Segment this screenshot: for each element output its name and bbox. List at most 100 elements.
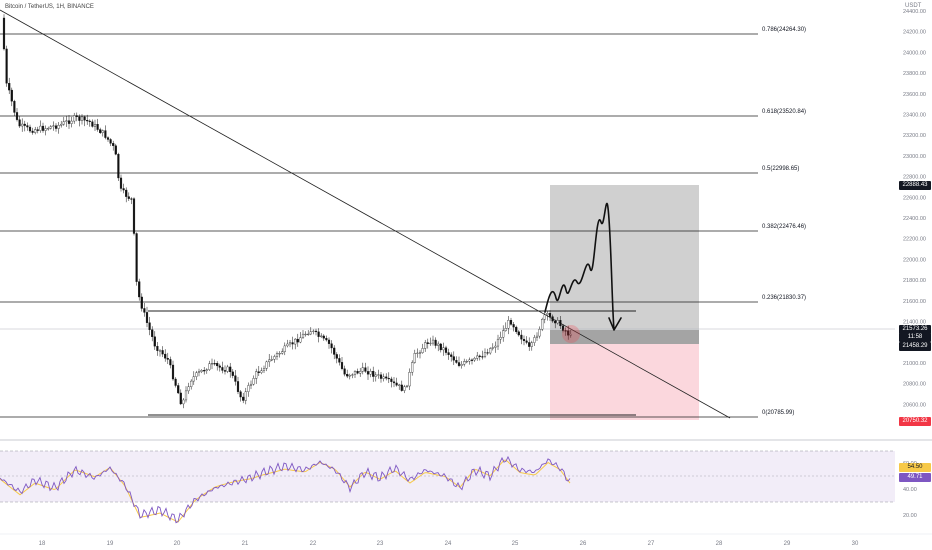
- candle-body: [520, 334, 523, 340]
- time-label: 28: [716, 541, 723, 547]
- candle-body: [187, 386, 190, 392]
- candle-body: [551, 316, 554, 322]
- candle-body: [8, 83, 11, 91]
- candle-body: [460, 364, 463, 366]
- candle-body: [499, 337, 502, 340]
- candle-body: [216, 363, 219, 367]
- candle-body: [138, 281, 141, 298]
- candle-body: [23, 123, 26, 126]
- candle-body: [67, 120, 71, 124]
- candle-body: [379, 374, 383, 379]
- position-profit-zone[interactable]: [550, 185, 699, 330]
- candle-body: [268, 359, 271, 363]
- trend-line[interactable]: [0, 9, 731, 419]
- candle-body: [213, 363, 216, 365]
- candle-body: [374, 374, 377, 377]
- candle-body: [96, 124, 99, 130]
- candle-body: [239, 391, 242, 398]
- candle-body: [426, 342, 429, 344]
- candle-body: [247, 385, 250, 392]
- candle-body: [429, 342, 432, 345]
- countdown-tag: 11:58: [899, 333, 931, 342]
- candle-body: [208, 363, 211, 370]
- candle-body: [543, 314, 546, 320]
- candle-body: [13, 101, 16, 113]
- candle-body: [335, 354, 338, 359]
- time-label: 18: [39, 541, 46, 547]
- candle-body: [18, 119, 21, 127]
- candle-body: [226, 366, 229, 372]
- candle-body: [343, 368, 346, 375]
- price-tick: 23200.00: [903, 133, 926, 139]
- candle-body: [395, 382, 398, 386]
- candle-body: [416, 352, 419, 354]
- candle-body: [36, 129, 39, 131]
- candle-body: [353, 371, 357, 375]
- candle-body: [364, 367, 367, 372]
- time-label: 25: [512, 541, 519, 547]
- highlight-circle[interactable]: [562, 325, 580, 343]
- fib-label-0236: 0.236(21830.37): [762, 295, 806, 301]
- candle-body: [203, 370, 206, 372]
- candle-body: [548, 313, 552, 317]
- fib-lines[interactable]: [0, 33, 758, 418]
- price-axis[interactable]: 24400.00 24200.00 24000.00 23800.00 23600.00…: [903, 9, 926, 408]
- candle-body: [504, 328, 507, 331]
- candle-body: [99, 129, 102, 133]
- candle-body: [567, 330, 570, 336]
- candle-body: [489, 348, 492, 354]
- candle-body: [169, 359, 172, 366]
- candle-body: [80, 116, 84, 121]
- candle-body: [273, 356, 276, 360]
- candle-body: [291, 342, 294, 345]
- candle-body: [561, 325, 565, 331]
- candle-body: [249, 383, 253, 386]
- stop-price-tag: 20750.32: [899, 417, 931, 426]
- candle-body: [465, 361, 468, 363]
- candle-body: [229, 366, 232, 373]
- candle-body: [91, 121, 94, 127]
- candle-body: [408, 372, 411, 387]
- candle-body: [535, 335, 539, 338]
- candle-body: [5, 48, 8, 84]
- candle-body: [135, 233, 138, 282]
- price-tick: 23800.00: [903, 71, 926, 77]
- candle-body: [117, 154, 120, 179]
- candle-body: [54, 125, 58, 129]
- position-entry-zone[interactable]: [550, 330, 699, 344]
- candlesticks[interactable]: [2, 14, 572, 409]
- candle-body: [517, 331, 520, 336]
- candle-body: [205, 369, 208, 371]
- candle-body: [359, 371, 362, 374]
- candle-body: [494, 345, 497, 348]
- time-label: 20: [174, 541, 181, 547]
- time-label: 23: [377, 541, 384, 547]
- price-tick: 22400.00: [903, 216, 926, 222]
- candle-body: [151, 329, 154, 337]
- candle-body: [60, 123, 63, 126]
- candle-body: [73, 115, 76, 122]
- candle-body: [496, 338, 500, 347]
- price-tick: 22200.00: [903, 237, 926, 243]
- candle-body: [294, 338, 297, 345]
- time-label: 29: [784, 541, 791, 547]
- candle-body: [119, 177, 123, 189]
- candle-body: [346, 374, 349, 377]
- price-tick: 24400.00: [903, 9, 926, 15]
- projection-drawing[interactable]: [544, 202, 622, 331]
- candle-body: [130, 198, 133, 200]
- position-loss-zone[interactable]: [550, 344, 699, 420]
- candle-body: [200, 370, 203, 372]
- candle-body: [546, 313, 549, 316]
- candle-body: [93, 124, 97, 127]
- candle-body: [356, 371, 359, 374]
- candle-body: [127, 196, 130, 199]
- time-label: 30: [852, 541, 859, 547]
- candle-body: [218, 365, 221, 368]
- time-axis[interactable]: 18 19 20 21 22 23 24 25 26 27 28 29 30: [39, 541, 859, 547]
- candle-body: [57, 125, 60, 129]
- candle-body: [385, 376, 388, 379]
- price-tick: 23600.00: [903, 92, 926, 98]
